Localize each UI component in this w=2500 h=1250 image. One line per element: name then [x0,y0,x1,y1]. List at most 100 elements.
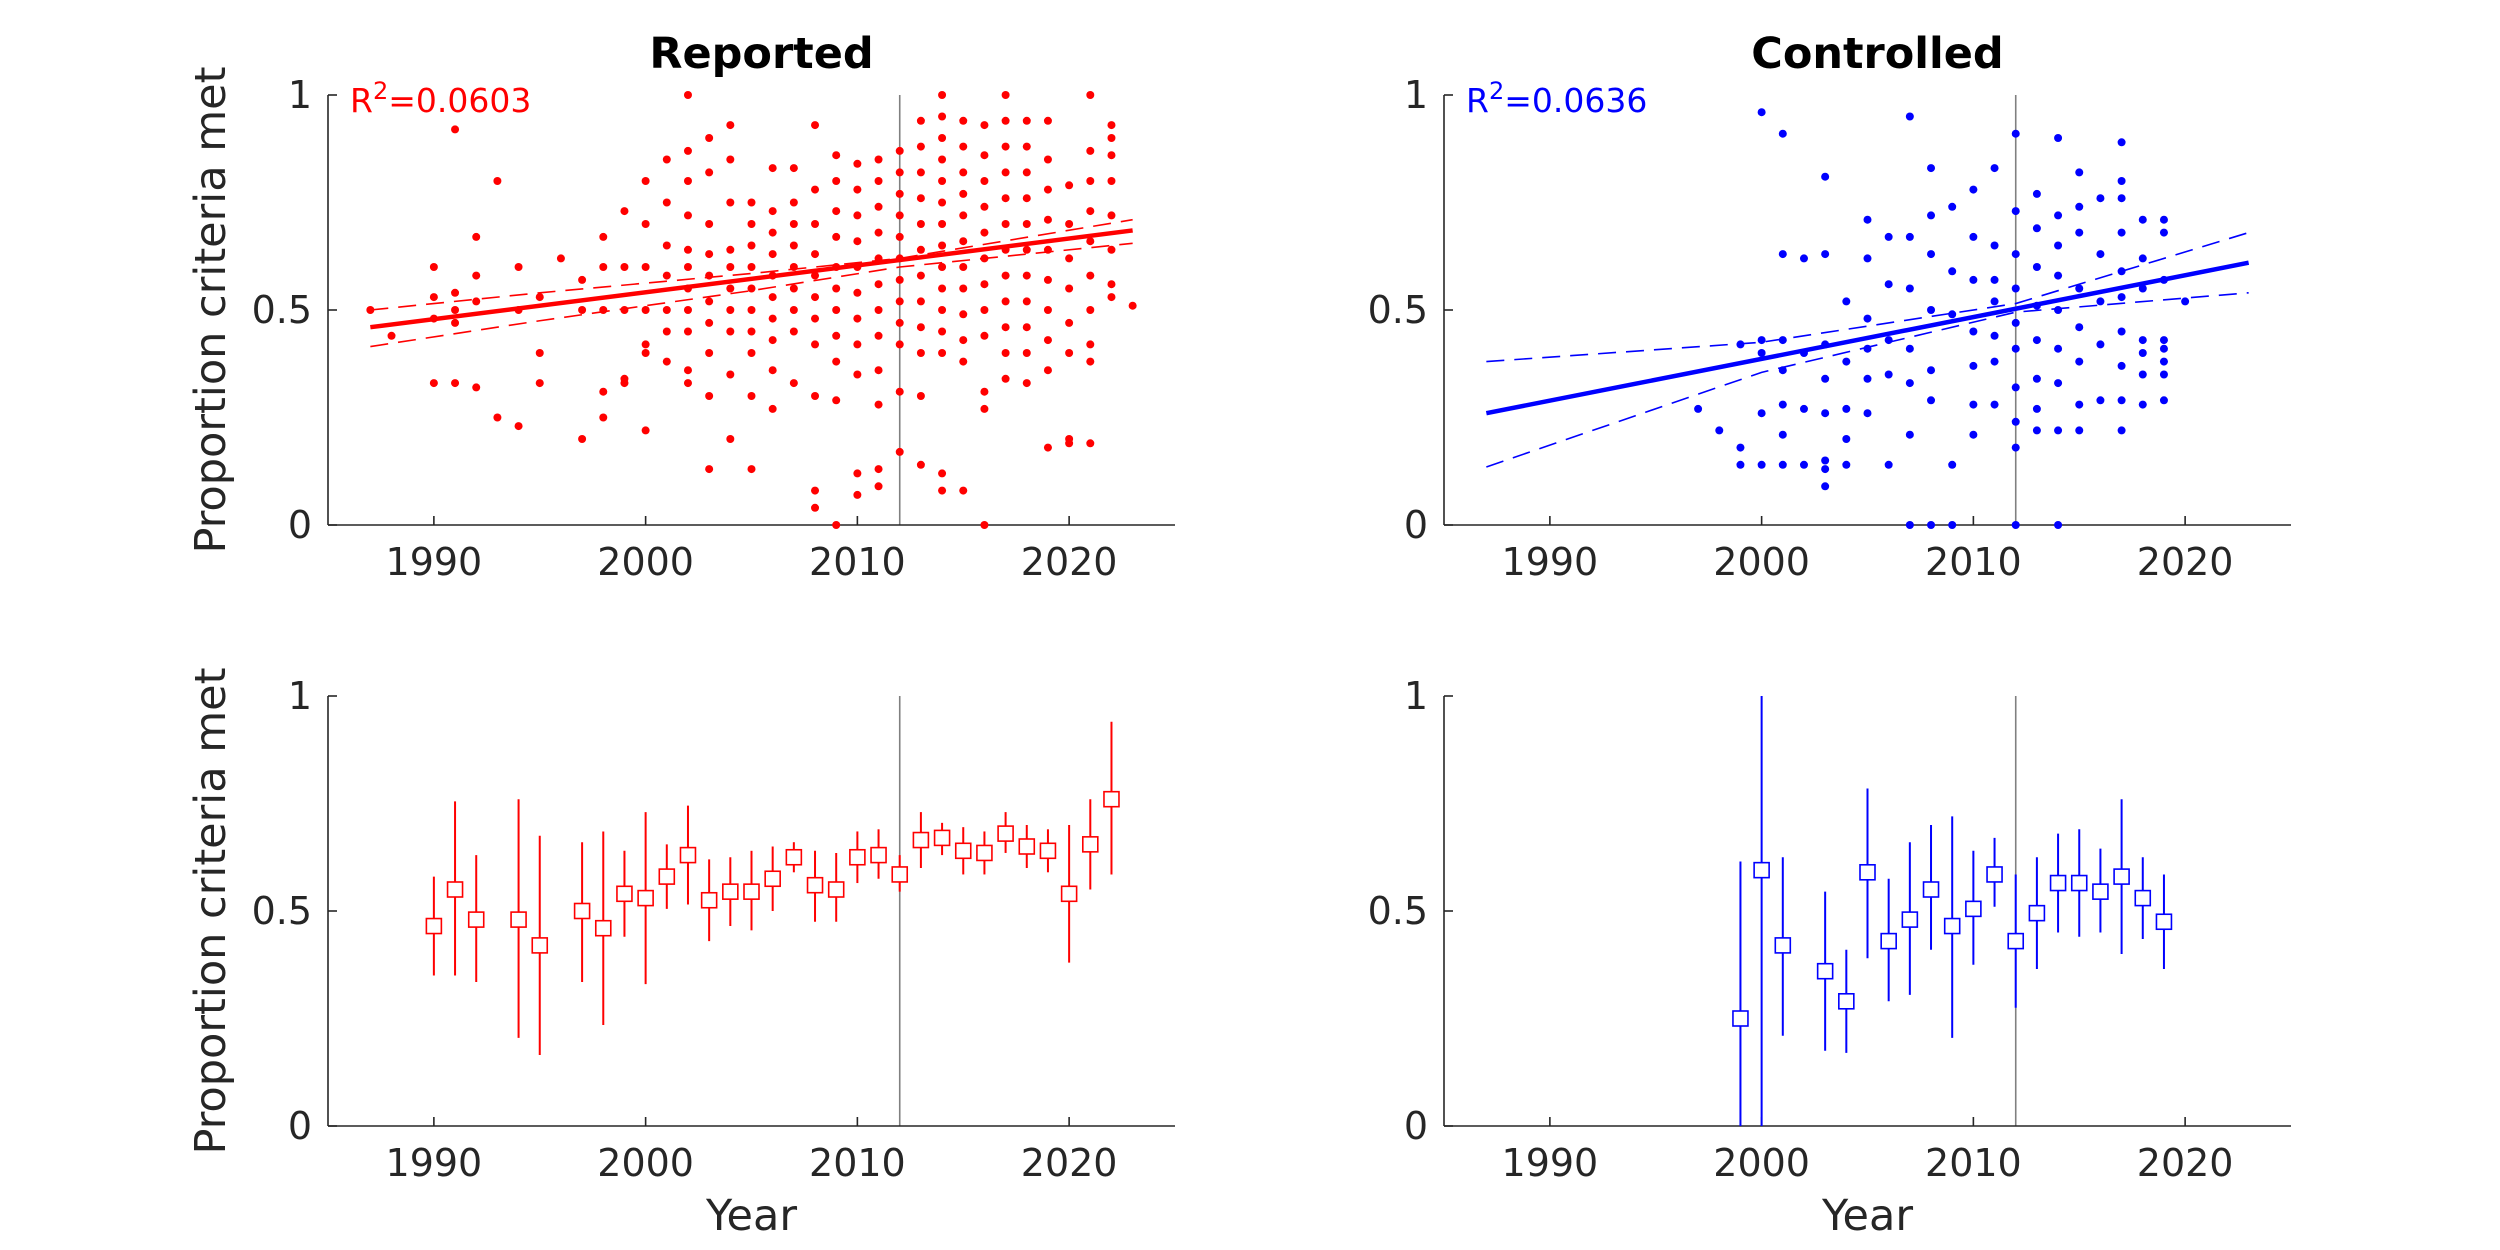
data-point [1799,404,1808,413]
data-point [1086,340,1095,349]
data-point [683,177,692,185]
data-point [1043,306,1052,314]
data-point [811,121,820,130]
data-point [1948,310,1957,319]
data-point [832,521,841,529]
data-point [1969,361,1978,370]
data-point [1927,366,1936,375]
data-point [641,263,650,271]
data-point [662,327,671,336]
data-point [1022,142,1031,151]
data-point [2181,297,2190,306]
data-point [832,331,841,340]
data-point [662,357,671,366]
data-point [662,306,671,314]
data-point [874,177,883,185]
data-point [916,271,925,280]
data-point [1799,254,1808,263]
data-point [535,379,544,388]
data-point [768,336,777,345]
data-point [705,168,714,177]
mean-marker [2007,932,2025,950]
data-point [1905,232,1914,241]
data-point [1990,331,1999,340]
data-point [789,220,798,228]
data-point [1821,456,1830,465]
data-point [726,306,735,314]
data-point [641,426,650,435]
data-point [2054,134,2063,142]
data-point [2138,349,2147,357]
data-point [2159,336,2168,345]
data-point [1022,116,1031,125]
data-point [1043,215,1052,224]
data-point [1778,129,1787,138]
data-point [895,211,904,220]
mean-marker [827,881,845,898]
data-point [874,202,883,211]
data-point [980,202,989,211]
x-axis-label: Year [705,1191,797,1241]
data-point [1001,194,1010,203]
data-point [2054,271,2063,280]
data-point [1086,237,1095,246]
data-point [1043,155,1052,164]
data-point [1778,430,1787,439]
data-point [1001,323,1010,332]
data-point [1757,349,1766,357]
regression-line [1485,260,2250,416]
data-point [1022,168,1031,177]
data-point [874,306,883,314]
data-point [811,185,820,194]
data-point [2159,344,2168,353]
data-point [1799,460,1808,469]
mean-marker [1732,1010,1749,1027]
x-tick-label: 2010 [1925,540,2022,584]
mean-marker [2070,874,2088,892]
data-point [2075,426,2084,435]
data-point [916,220,925,228]
data-point [1884,460,1893,469]
data-point [2075,202,2084,211]
y-tick-label: 0.5 [1368,288,1428,332]
data-point [1022,245,1031,254]
mean-marker [764,870,781,888]
data-point [1863,254,1872,263]
y-tick-label: 0.5 [1368,889,1428,933]
data-point [916,245,925,254]
data-point [2054,211,2063,220]
data-point [1043,116,1052,125]
data-point [578,275,587,284]
data-point [938,91,947,99]
data-point [1022,194,1031,203]
data-point [726,198,735,207]
mean-marker [785,848,803,866]
data-point [2011,250,2020,259]
mean-marker [2049,874,2067,892]
data-point [535,293,544,302]
data-point [747,241,756,250]
data-point [1884,232,1893,241]
data-point [683,245,692,254]
data-point [1969,232,1978,241]
y-tick-label: 1 [1404,674,1428,718]
data-point [747,284,756,293]
data-point [1043,275,1052,284]
mean-marker [806,876,824,894]
x-tick-label: 2010 [1925,1141,2022,1185]
data-point [2054,306,2063,314]
mean-marker [1922,881,1940,898]
data-point [1990,241,1999,250]
data-point [2159,396,2168,405]
data-point [2159,357,2168,366]
data-point [874,482,883,491]
data-point [2117,138,2126,147]
data-point [451,379,460,388]
data-point [1107,121,1116,130]
data-point [2159,215,2168,224]
data-point [1821,409,1830,418]
data-point [874,366,883,375]
data-point [2075,168,2084,177]
data-point [641,177,650,185]
